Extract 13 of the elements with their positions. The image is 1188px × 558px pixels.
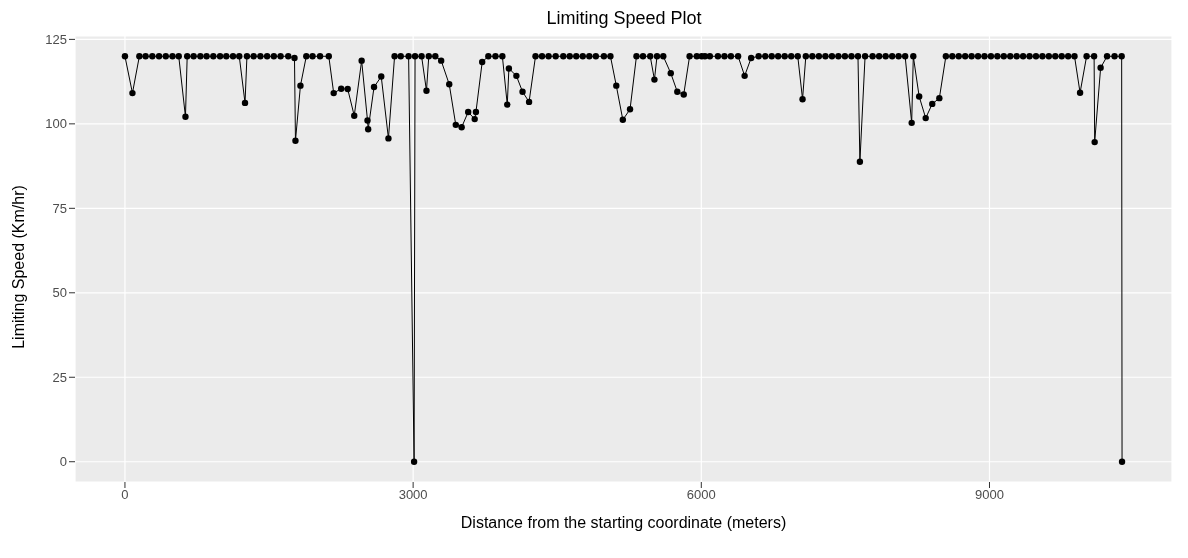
y-tick-label: 75 [52, 200, 67, 216]
x-tick-label: 0 [121, 487, 129, 503]
y-tick-label: 50 [52, 285, 67, 301]
y-tick-label: 0 [59, 454, 67, 470]
x-tick-label: 9000 [975, 487, 1004, 503]
y-tick-label: 125 [45, 31, 67, 47]
y-tick-label: 25 [52, 369, 67, 385]
chart-title: Limiting Speed Plot [545, 8, 703, 30]
y-tick-label: 100 [45, 116, 67, 132]
y-axis-title: Limiting Speed (Km/hr) [10, 185, 28, 349]
x-axis-title: Distance from the starting coordinate (meters) [460, 514, 787, 531]
x-tick-label: 3000 [398, 487, 428, 503]
x-tick-label: 6000 [686, 487, 716, 503]
